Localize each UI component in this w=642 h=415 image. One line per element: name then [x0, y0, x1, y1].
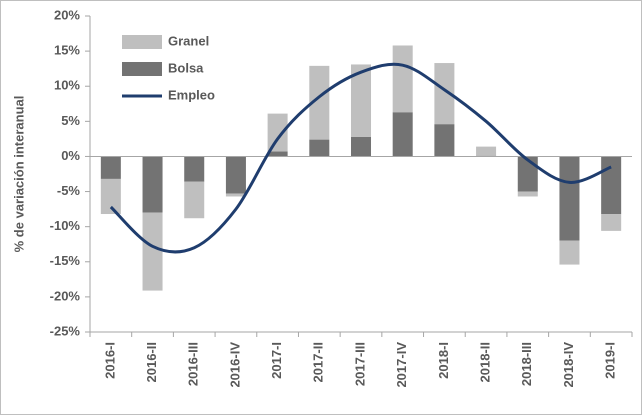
- bar: [434, 63, 455, 125]
- line: [109, 62, 612, 254]
- x-tick-label: 2016-IV: [227, 342, 242, 388]
- y-tick-label: -15%: [50, 253, 81, 268]
- x-tick-label: 2016-III: [186, 342, 201, 386]
- legend-swatch: [122, 35, 162, 49]
- bar: [100, 178, 121, 215]
- x-tick-label: 2016-II: [144, 342, 159, 382]
- y-tick-label: 10%: [54, 78, 80, 93]
- x-tick-label: 2018-I: [436, 342, 451, 379]
- bar: [184, 181, 205, 219]
- bar: [350, 136, 372, 157]
- bar: [517, 191, 538, 197]
- x-tick-label: 2019-I: [603, 342, 618, 379]
- bar: [184, 156, 205, 182]
- legend-label: Bolsa: [168, 60, 204, 75]
- bar: [434, 124, 455, 157]
- x-tick-label: 2017-II: [311, 342, 326, 382]
- y-tick-label: -10%: [50, 218, 81, 233]
- y-tick-label: -25%: [50, 323, 81, 338]
- y-tick-label: 0%: [61, 148, 80, 163]
- y-tick-label: -5%: [57, 183, 81, 198]
- x-tick-label: 2018-II: [478, 342, 493, 382]
- bar: [267, 151, 288, 157]
- legend-label: Empleo: [168, 87, 215, 102]
- legend-swatch: [122, 62, 162, 76]
- bar: [476, 146, 497, 156]
- legend-label: Granel: [168, 33, 209, 48]
- x-tick-label: 2018-IV: [561, 342, 576, 388]
- y-tick-label: 15%: [54, 43, 80, 58]
- bar: [100, 156, 121, 179]
- y-axis-label: % de variación interanual: [11, 96, 26, 253]
- y-tick-label: 20%: [54, 7, 80, 22]
- bar: [309, 139, 330, 157]
- bar: [142, 212, 163, 291]
- x-tick-label: 2017-III: [352, 342, 367, 386]
- x-tick-label: 2017-IV: [394, 342, 409, 388]
- bar: [559, 240, 580, 265]
- x-tick-label: 2018-III: [519, 342, 534, 386]
- bar: [559, 156, 580, 241]
- y-tick-label: -20%: [50, 288, 81, 303]
- bar: [267, 113, 288, 152]
- bar: [392, 45, 413, 113]
- bar: [309, 65, 330, 140]
- x-tick-label: 2016-I: [102, 342, 117, 379]
- bar: [225, 193, 246, 197]
- y-tick-label: 5%: [61, 113, 80, 128]
- bar: [142, 156, 163, 213]
- bar: [601, 214, 622, 231]
- bar: [392, 112, 413, 157]
- x-tick-label: 2017-I: [269, 342, 284, 379]
- bar: [601, 156, 622, 215]
- bar: [225, 156, 246, 194]
- bar: [350, 64, 372, 137]
